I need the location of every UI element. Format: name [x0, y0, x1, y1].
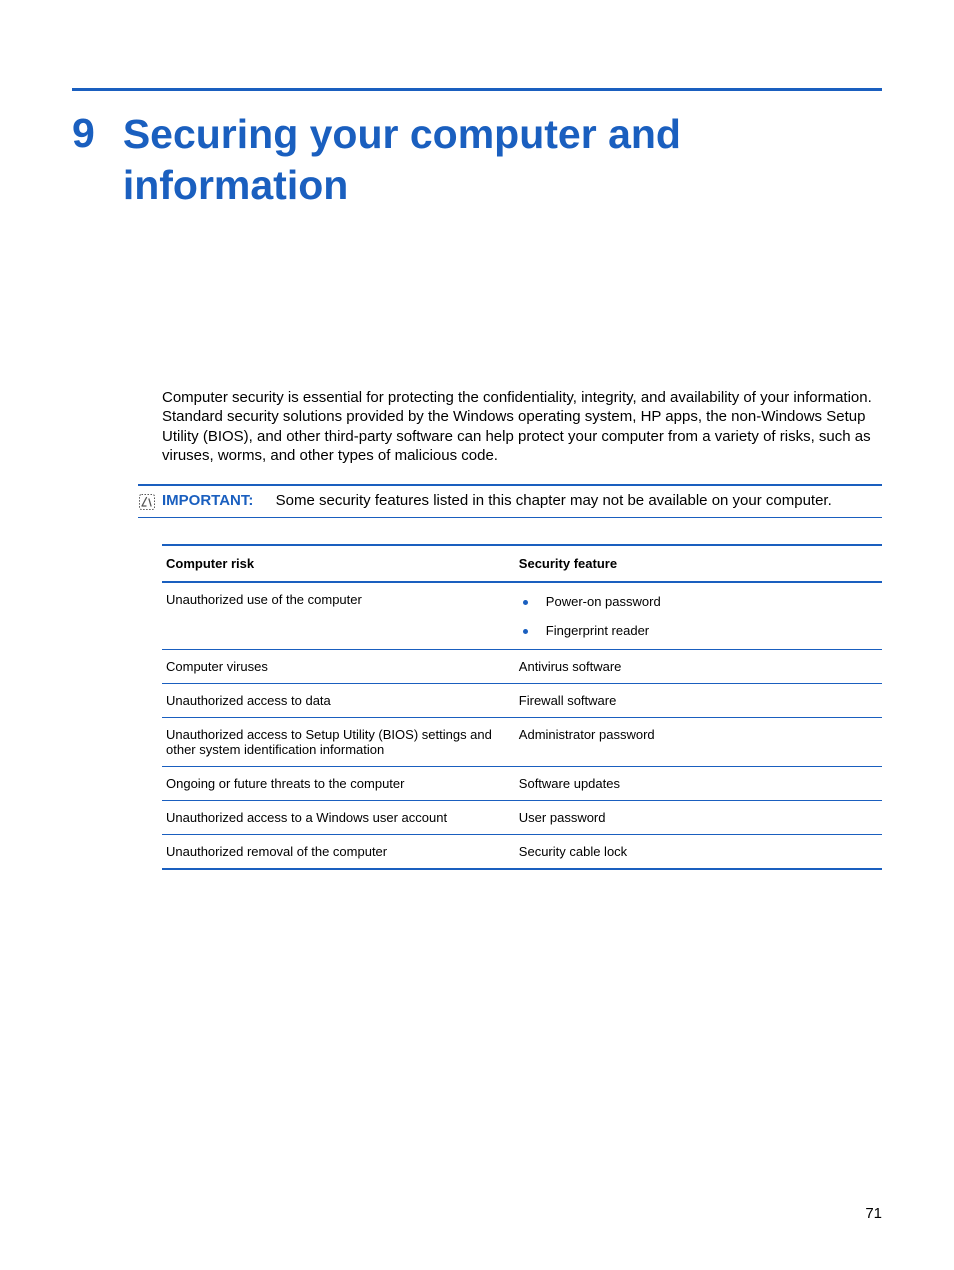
feature-list: Power-on password Fingerprint reader	[519, 592, 878, 640]
note-content: IMPORTANT: Some security features listed…	[162, 492, 832, 510]
cell-risk: Unauthorized access to data	[162, 683, 515, 717]
cell-feature: Security cable lock	[515, 834, 882, 869]
cell-risk: Unauthorized access to Setup Utility (BI…	[162, 717, 515, 766]
table-row: Unauthorized use of the computerPower-on…	[162, 582, 882, 650]
important-note: IMPORTANT: Some security features listed…	[138, 484, 882, 518]
chapter-title: Securing your computer and information	[123, 109, 882, 212]
risk-feature-table: Computer risk Security feature Unauthori…	[162, 544, 882, 870]
table-body: Unauthorized use of the computerPower-on…	[162, 582, 882, 869]
feature-text: Fingerprint reader	[546, 623, 649, 638]
header-risk: Computer risk	[162, 545, 515, 582]
note-prefix: IMPORTANT:	[162, 492, 253, 509]
heading-top-rule	[72, 88, 882, 91]
note-icon	[138, 493, 156, 511]
feature-text: Power-on password	[546, 594, 661, 609]
cell-feature: Antivirus software	[515, 649, 882, 683]
cell-risk: Unauthorized removal of the computer	[162, 834, 515, 869]
cell-feature: Software updates	[515, 766, 882, 800]
cell-risk: Ongoing or future threats to the compute…	[162, 766, 515, 800]
table-header-row: Computer risk Security feature	[162, 545, 882, 582]
cell-feature: Administrator password	[515, 717, 882, 766]
chapter-number: 9	[72, 109, 95, 158]
note-text: Some security features listed in this ch…	[276, 492, 832, 509]
intro-paragraph: Computer security is essential for prote…	[162, 388, 882, 466]
page-number: 71	[865, 1205, 882, 1222]
cell-feature: Power-on password Fingerprint reader	[515, 582, 882, 650]
content-block: Computer security is essential for prote…	[162, 388, 882, 870]
cell-risk: Computer viruses	[162, 649, 515, 683]
table-row: Unauthorized access to Setup Utility (BI…	[162, 717, 882, 766]
cell-risk: Unauthorized use of the computer	[162, 582, 515, 650]
header-feature: Security feature	[515, 545, 882, 582]
table-row: Unauthorized removal of the computerSecu…	[162, 834, 882, 869]
bullet-icon	[523, 629, 528, 634]
chapter-heading: 9 Securing your computer and information	[72, 109, 882, 212]
bullet-icon	[523, 600, 528, 605]
feature-list-item: Fingerprint reader	[519, 621, 878, 640]
note-spacer	[258, 492, 271, 509]
cell-feature: User password	[515, 800, 882, 834]
feature-list-item: Power-on password	[519, 592, 878, 611]
page-container: 9 Securing your computer and information…	[0, 0, 954, 1270]
cell-feature: Firewall software	[515, 683, 882, 717]
table-row: Computer virusesAntivirus software	[162, 649, 882, 683]
table-row: Ongoing or future threats to the compute…	[162, 766, 882, 800]
table-row: Unauthorized access to dataFirewall soft…	[162, 683, 882, 717]
cell-risk: Unauthorized access to a Windows user ac…	[162, 800, 515, 834]
table-row: Unauthorized access to a Windows user ac…	[162, 800, 882, 834]
